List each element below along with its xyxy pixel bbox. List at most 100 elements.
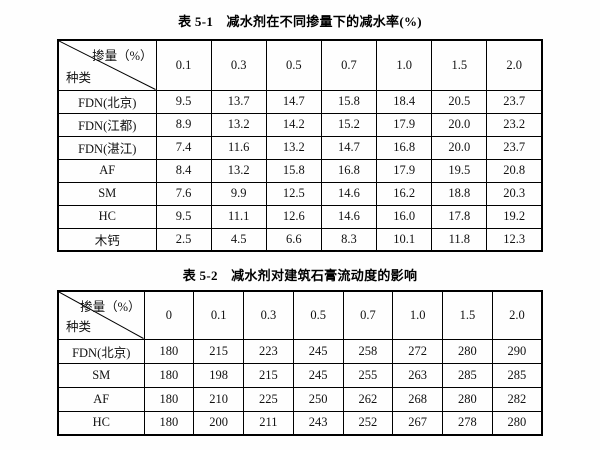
- row-label: AF: [57, 386, 145, 412]
- value-cell: 9.5: [155, 204, 212, 229]
- value-cell: 6.6: [265, 227, 322, 252]
- value-cell: 280: [491, 410, 543, 436]
- col-header: 0.7: [342, 290, 394, 340]
- header-row: 掺量（%） 种类 0 0.1 0.3 0.5 0.7 1.0 1.5 2.0: [57, 290, 543, 340]
- value-cell: 215: [193, 338, 244, 364]
- value-cell: 23.7: [486, 89, 543, 114]
- table-section-2: 表 5-2 减水剂对建筑石膏流动度的影响 掺量（%） 种类 0 0.1 0.3 0.5 0.…: [0, 252, 600, 436]
- value-cell: 4.5: [210, 227, 267, 252]
- value-cell: 290: [491, 338, 543, 364]
- value-cell: 211: [243, 410, 294, 436]
- row-label: HC: [57, 410, 145, 436]
- row-label: FDN(北京): [57, 338, 145, 364]
- corner-label-dosage: 掺量（%）: [80, 300, 141, 314]
- table-1-title: 表 5-1 减水剂在不同掺量下的减水率(%): [178, 14, 422, 29]
- value-cell: 14.7: [320, 135, 378, 160]
- value-cell: 285: [442, 362, 493, 388]
- row-label: FDN(北京): [57, 89, 157, 114]
- value-cell: 8.9: [155, 112, 212, 137]
- value-cell: 15.2: [320, 112, 378, 137]
- value-cell: 280: [442, 386, 493, 412]
- value-cell: 268: [392, 386, 443, 412]
- data-table: 掺量（%） 种类 0 0.1 0.3 0.5 0.7 1.0 1.5 2.0 FDN(北京) 180 2…: [57, 290, 543, 436]
- diagonal-line: [59, 41, 156, 90]
- value-cell: 7.4: [155, 135, 212, 160]
- table-row: 木钙 2.5 4.5 6.6 8.3 10.1 11.8 12.3: [57, 227, 543, 252]
- value-cell: 263: [392, 362, 443, 388]
- value-cell: 9.5: [155, 89, 212, 114]
- value-cell: 11.6: [210, 135, 267, 160]
- value-cell: 14.6: [320, 181, 378, 206]
- value-cell: 19.5: [431, 158, 488, 183]
- value-cell: 23.2: [486, 112, 543, 137]
- value-cell: 278: [442, 410, 493, 436]
- value-cell: 18.4: [376, 89, 433, 114]
- value-cell: 210: [193, 386, 244, 412]
- value-cell: 12.5: [265, 181, 322, 206]
- value-cell: 180: [143, 410, 195, 436]
- value-cell: 255: [342, 362, 394, 388]
- row-label: 木钙: [57, 227, 157, 252]
- value-cell: 7.6: [155, 181, 212, 206]
- value-cell: 285: [491, 362, 543, 388]
- table-row: FDN(江都) 8.9 13.2 14.2 15.2 17.9 20.0 23.2: [57, 112, 543, 137]
- value-cell: 13.2: [210, 158, 267, 183]
- table-row: AF 8.4 13.2 15.8 16.8 17.9 19.5 20.8: [57, 158, 543, 183]
- col-header: 0.1: [193, 290, 244, 340]
- value-cell: 198: [193, 362, 244, 388]
- value-cell: 2.5: [155, 227, 212, 252]
- value-cell: 20.0: [431, 112, 488, 137]
- value-cell: 23.7: [486, 135, 543, 160]
- diagonal-line: [59, 292, 144, 339]
- col-header: 2.0: [486, 39, 543, 91]
- table-row: FDN(北京) 9.5 13.7 14.7 15.8 18.4 20.5 23.7: [57, 89, 543, 114]
- col-header: 0.5: [292, 290, 344, 340]
- value-cell: 267: [392, 410, 443, 436]
- value-cell: 262: [342, 386, 394, 412]
- value-cell: 180: [143, 362, 195, 388]
- value-cell: 8.4: [155, 158, 212, 183]
- header-row: 掺量（%） 种类 0.1 0.3 0.5 0.7 1.0 1.5 2.0: [57, 39, 543, 91]
- row-label: AF: [57, 158, 157, 183]
- value-cell: 15.8: [265, 158, 322, 183]
- value-cell: 252: [342, 410, 394, 436]
- row-label: FDN(湛江): [57, 135, 157, 160]
- value-cell: 17.9: [376, 158, 433, 183]
- data-table: 掺量（%） 种类 0.1 0.3 0.5 0.7 1.0 1.5 2.0 FDN(北京) 9.5 13…: [57, 39, 543, 252]
- value-cell: 15.8: [320, 89, 378, 114]
- value-cell: 16.8: [320, 158, 378, 183]
- value-cell: 11.1: [210, 204, 267, 229]
- table-row: FDN(湛江) 7.4 11.6 13.2 14.7 16.8 20.0 23.7: [57, 135, 543, 160]
- value-cell: 243: [292, 410, 344, 436]
- value-cell: 282: [491, 386, 543, 412]
- value-cell: 223: [243, 338, 294, 364]
- table-row: SM 180 198 215 245 255 263 285 285: [57, 362, 543, 388]
- table-1: 掺量（%） 种类 0.1 0.3 0.5 0.7 1.0 1.5 2.0 FDN(北京) 9.5 13…: [0, 39, 600, 252]
- col-header: 1.5: [431, 39, 488, 91]
- col-header: 0.5: [265, 39, 322, 91]
- table-row: HC 180 200 211 243 252 267 278 280: [57, 410, 543, 436]
- table-2: 掺量（%） 种类 0 0.1 0.3 0.5 0.7 1.0 1.5 2.0 FDN(北京) 180 2…: [0, 290, 600, 436]
- value-cell: 258: [342, 338, 394, 364]
- value-cell: 20.5: [431, 89, 488, 114]
- value-cell: 180: [143, 338, 195, 364]
- value-cell: 200: [193, 410, 244, 436]
- value-cell: 13.2: [265, 135, 322, 160]
- row-label: SM: [57, 181, 157, 206]
- value-cell: 16.8: [376, 135, 433, 160]
- value-cell: 12.3: [486, 227, 543, 252]
- value-cell: 250: [292, 386, 344, 412]
- col-header: 0: [143, 290, 195, 340]
- table-row: SM 7.6 9.9 12.5 14.6 16.2 18.8 20.3: [57, 181, 543, 206]
- row-label: HC: [57, 204, 157, 229]
- value-cell: 17.8: [431, 204, 488, 229]
- corner-label-type: 种类: [66, 70, 92, 85]
- col-header: 0.1: [155, 39, 212, 91]
- value-cell: 17.9: [376, 112, 433, 137]
- value-cell: 20.8: [486, 158, 543, 183]
- table-2-title: 表 5-2 减水剂对建筑石膏流动度的影响: [182, 268, 418, 283]
- col-header: 1.5: [442, 290, 493, 340]
- value-cell: 14.6: [320, 204, 378, 229]
- value-cell: 8.3: [320, 227, 378, 252]
